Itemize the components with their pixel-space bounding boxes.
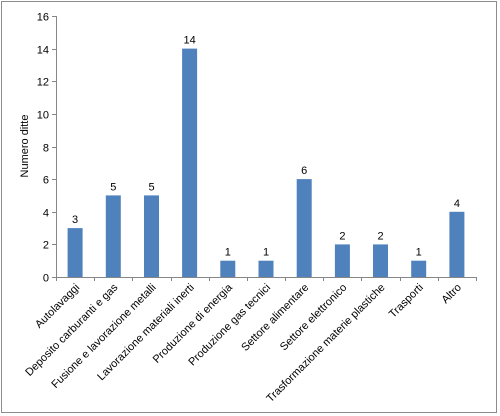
category-label: Altro xyxy=(440,282,464,306)
y-axis-ticks: 0 2 4 6 8 10 12 14 16 xyxy=(37,12,56,285)
data-label: 3 xyxy=(72,214,78,226)
bar xyxy=(449,211,465,278)
data-label: 4 xyxy=(454,198,460,210)
y-axis-title: Numero ditte xyxy=(19,115,31,178)
y-tick-label: 0 xyxy=(43,273,49,285)
y-tick-label: 10 xyxy=(37,110,49,122)
data-label: 1 xyxy=(416,247,422,259)
data-label: 6 xyxy=(301,165,307,177)
bar xyxy=(144,195,159,277)
bar xyxy=(296,179,312,277)
data-label: 1 xyxy=(225,247,231,259)
bar xyxy=(182,48,198,277)
data-label: 2 xyxy=(377,230,383,242)
y-axis-title-group: Numero ditte xyxy=(19,115,31,178)
y-tick-label: 2 xyxy=(43,240,49,252)
bar xyxy=(67,228,83,277)
category-label: Trasporti xyxy=(387,282,426,321)
y-tick-label: 4 xyxy=(43,208,49,220)
data-label: 5 xyxy=(110,181,116,193)
bar xyxy=(105,195,121,277)
y-tick-label: 14 xyxy=(37,45,49,57)
bar xyxy=(258,260,274,277)
bar xyxy=(220,260,236,277)
bar xyxy=(411,260,427,277)
bars xyxy=(67,48,465,278)
y-tick-label: 6 xyxy=(43,175,49,187)
data-label: 14 xyxy=(183,35,195,47)
y-tick-label: 16 xyxy=(37,12,49,24)
data-label: 5 xyxy=(148,181,154,193)
bar xyxy=(373,244,388,277)
y-tick-label: 12 xyxy=(37,77,49,89)
y-tick-label: 8 xyxy=(43,143,49,155)
bar xyxy=(334,244,350,277)
category-label: Settore elettronico xyxy=(278,282,350,354)
data-label: 1 xyxy=(263,247,269,259)
data-label: 2 xyxy=(339,230,345,242)
category-label: Settore alimentare xyxy=(239,282,311,354)
